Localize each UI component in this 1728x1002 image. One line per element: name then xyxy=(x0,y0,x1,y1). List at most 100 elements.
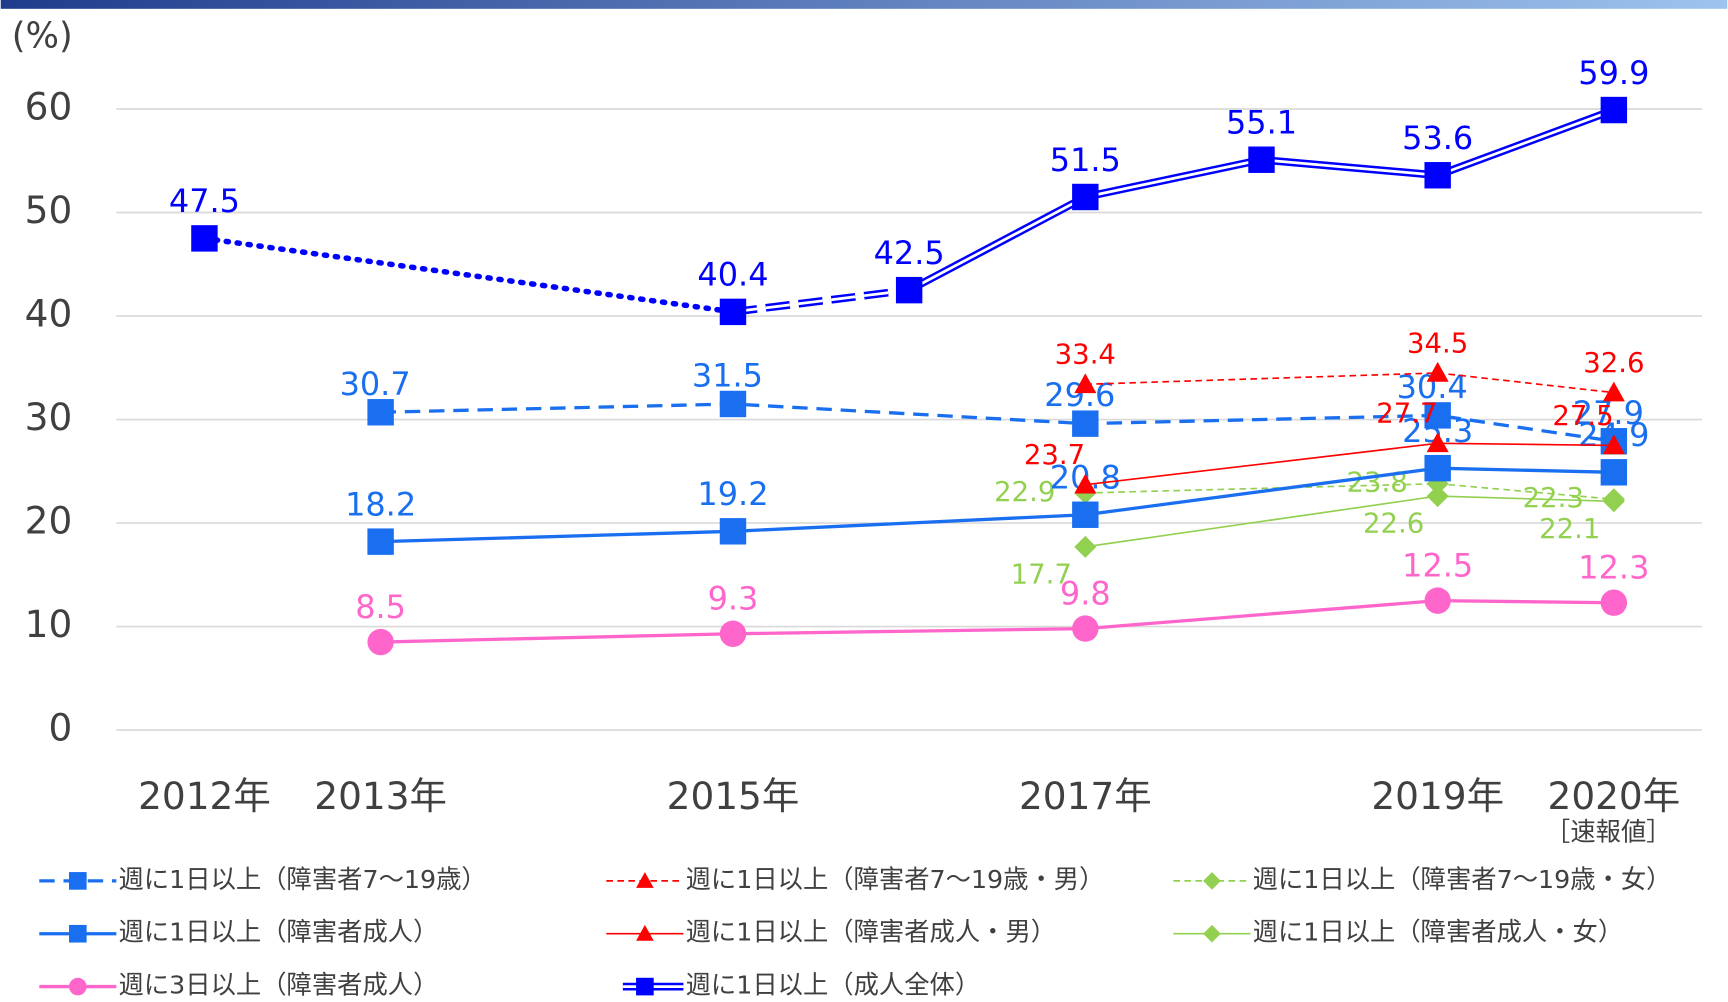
y-tick-label: 50 xyxy=(25,188,73,232)
marker xyxy=(1072,183,1099,211)
marker xyxy=(69,977,87,996)
line-segment-inner xyxy=(1085,158,1262,199)
marker xyxy=(1602,490,1625,513)
data-label: 34.5 xyxy=(1407,327,1468,359)
data-label: 8.5 xyxy=(355,588,406,626)
data-label: 9.3 xyxy=(708,580,759,618)
legend-label: 週に1日以上（障害者7～19歳） xyxy=(119,864,487,894)
marker xyxy=(1424,454,1451,482)
legend-label: 週に1日以上（障害者成人・男） xyxy=(686,917,1056,947)
data-label: 12.3 xyxy=(1578,549,1649,587)
marker xyxy=(367,628,394,656)
data-label: 22.9 xyxy=(994,476,1055,508)
marker xyxy=(719,620,747,647)
marker xyxy=(1072,501,1099,528)
line-segment-inner xyxy=(1261,158,1438,177)
data-label: 27.5 xyxy=(1552,400,1613,432)
data-label: 23.8 xyxy=(1346,467,1407,499)
marker xyxy=(636,977,654,996)
marker xyxy=(1426,361,1449,382)
marker xyxy=(1074,535,1097,558)
data-label: 33.4 xyxy=(1055,339,1116,371)
data-label: 22.1 xyxy=(1539,513,1600,545)
marker xyxy=(1074,373,1097,394)
marker xyxy=(1600,589,1628,616)
x-tick-label: 2013年 xyxy=(314,774,447,818)
y-tick-label: 30 xyxy=(25,395,73,439)
data-label: 30.7 xyxy=(340,365,411,403)
data-label: 19.2 xyxy=(697,475,768,513)
data-label: 12.5 xyxy=(1402,547,1473,585)
y-tick-label: 0 xyxy=(48,706,72,750)
series xyxy=(1085,372,1614,394)
data-label: 55.1 xyxy=(1226,103,1297,141)
annotation: ［速報値］ xyxy=(1545,817,1672,847)
data-label: 17.7 xyxy=(1011,558,1072,590)
data-label: 29.6 xyxy=(1044,376,1115,414)
marker xyxy=(1602,434,1625,455)
series xyxy=(201,106,1616,316)
legend-label: 週に3日以上（障害者成人） xyxy=(119,970,439,1000)
line-segment-inner xyxy=(908,195,1086,292)
top-bar xyxy=(0,0,1728,9)
marker xyxy=(636,924,654,941)
marker xyxy=(1424,587,1451,614)
data-label: 32.6 xyxy=(1583,347,1644,379)
data-label: 53.6 xyxy=(1402,119,1473,157)
marker xyxy=(1602,381,1625,402)
marker xyxy=(69,872,87,890)
x-tick-label: 2019年 xyxy=(1371,774,1504,818)
marker xyxy=(1072,615,1099,642)
line-segment-inner xyxy=(732,288,910,314)
marker xyxy=(1600,96,1628,124)
marker xyxy=(719,298,747,326)
data-label: 51.5 xyxy=(1050,141,1121,179)
marker xyxy=(636,872,654,888)
marker xyxy=(69,924,87,943)
legend-label: 週に1日以上（成人全体） xyxy=(686,970,981,1000)
data-label: 18.2 xyxy=(345,485,416,523)
x-tick-label: 2015年 xyxy=(667,774,800,818)
line-segment xyxy=(201,235,736,315)
marker xyxy=(895,276,923,304)
marker xyxy=(1424,162,1451,189)
marker xyxy=(1426,432,1449,453)
data-label: 9.8 xyxy=(1060,575,1111,613)
y-tick-label: 40 xyxy=(25,292,73,336)
marker xyxy=(1203,872,1221,890)
data-label: 23.7 xyxy=(1024,439,1085,471)
legend-label: 週に1日以上（障害者7～19歳・男） xyxy=(686,864,1105,894)
legend-label: 週に1日以上（障害者7～19歳・女） xyxy=(1253,864,1672,894)
data-label: 42.5 xyxy=(874,234,945,272)
marker xyxy=(367,528,394,555)
x-tick-label: 2012年 xyxy=(138,774,271,818)
marker xyxy=(1426,485,1449,508)
data-label: 27.7 xyxy=(1376,398,1437,430)
marker xyxy=(1248,146,1275,173)
data-label: 31.5 xyxy=(692,357,763,395)
marker xyxy=(1074,473,1097,494)
line xyxy=(1085,372,1614,394)
y-tick-label: 20 xyxy=(25,499,73,543)
x-tick-label: 2017年 xyxy=(1019,774,1152,818)
y-axis-label: (%) xyxy=(12,15,73,56)
data-label: 59.9 xyxy=(1578,54,1649,92)
marker xyxy=(719,390,747,418)
x-tick-label: 2020年 xyxy=(1548,774,1681,818)
line-segment-inner xyxy=(1437,108,1615,177)
data-label: 47.5 xyxy=(169,182,240,220)
marker xyxy=(1203,924,1221,943)
marker xyxy=(1600,459,1628,486)
data-label: 40.4 xyxy=(697,256,768,294)
legend-label: 週に1日以上（障害者成人・女） xyxy=(1253,917,1623,947)
y-tick-label: 60 xyxy=(25,85,73,129)
data-label: 22.6 xyxy=(1363,508,1424,540)
marker xyxy=(191,225,218,252)
marker xyxy=(367,399,394,426)
legend-label: 週に1日以上（障害者成人） xyxy=(119,917,439,947)
marker xyxy=(1424,402,1451,429)
marker xyxy=(1072,410,1099,437)
y-tick-label: 10 xyxy=(25,602,73,646)
marker xyxy=(719,518,747,545)
